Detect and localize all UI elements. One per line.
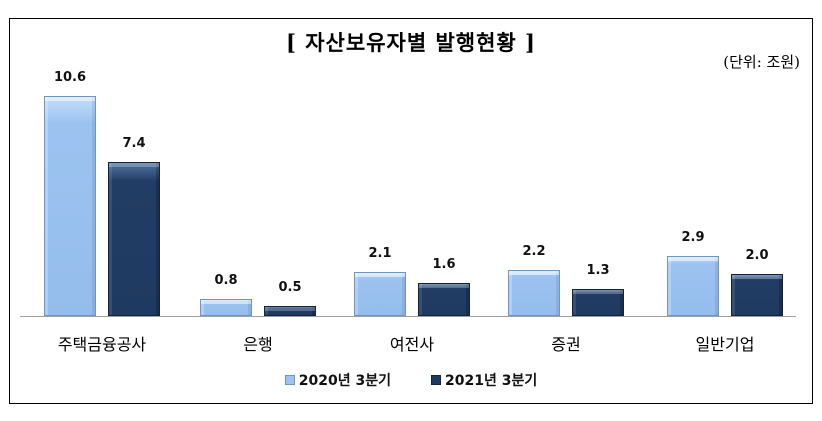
- value-label: 2.2: [522, 244, 546, 259]
- legend-swatch-2020q3: [284, 375, 295, 385]
- legend-swatch-2021q3: [431, 375, 441, 385]
- category-label: 일반기업: [695, 335, 755, 354]
- value-label: 1.6: [432, 257, 456, 272]
- bar-1-1: [264, 306, 316, 316]
- bar-1-4: [731, 274, 783, 316]
- legend-label-2020q3: 2020년 3분기: [298, 373, 391, 389]
- legend: 2020년 3분기 2021년 3분기: [0, 370, 822, 390]
- value-label: 2.0: [745, 248, 769, 263]
- value-label: 2.9: [681, 230, 705, 245]
- unit-label: (단위: 조원): [723, 53, 800, 71]
- category-label: 여전사: [389, 335, 435, 354]
- value-label: 2.1: [368, 246, 392, 261]
- category-label: 주택금융공사: [57, 335, 147, 354]
- bar-1-0: [108, 162, 160, 316]
- legend-item-2021q3: 2021년 3분기: [431, 370, 537, 390]
- legend-label-2021q3: 2021년 3분기: [445, 373, 538, 389]
- value-label: 10.6: [53, 70, 87, 85]
- bar-0-4: [667, 256, 719, 316]
- value-label: 1.3: [586, 263, 610, 278]
- chart-frame: [9, 18, 813, 404]
- bar-0-2: [354, 272, 406, 316]
- value-label: 0.8: [214, 273, 238, 288]
- legend-item-2020q3: 2020년 3분기: [284, 370, 391, 390]
- chart-title: [ 자산보유자별 발행현황 ]: [285, 30, 536, 55]
- category-label: 은행: [243, 335, 273, 354]
- bar-0-3: [508, 270, 560, 316]
- bar-1-3: [572, 289, 624, 316]
- bar-1-2: [418, 283, 470, 316]
- x-axis-baseline: [20, 316, 796, 317]
- value-label: 7.4: [122, 136, 146, 151]
- bar-0-0: [44, 96, 96, 316]
- category-label: 증권: [551, 335, 581, 354]
- value-label: 0.5: [278, 280, 302, 295]
- bar-0-1: [200, 299, 252, 316]
